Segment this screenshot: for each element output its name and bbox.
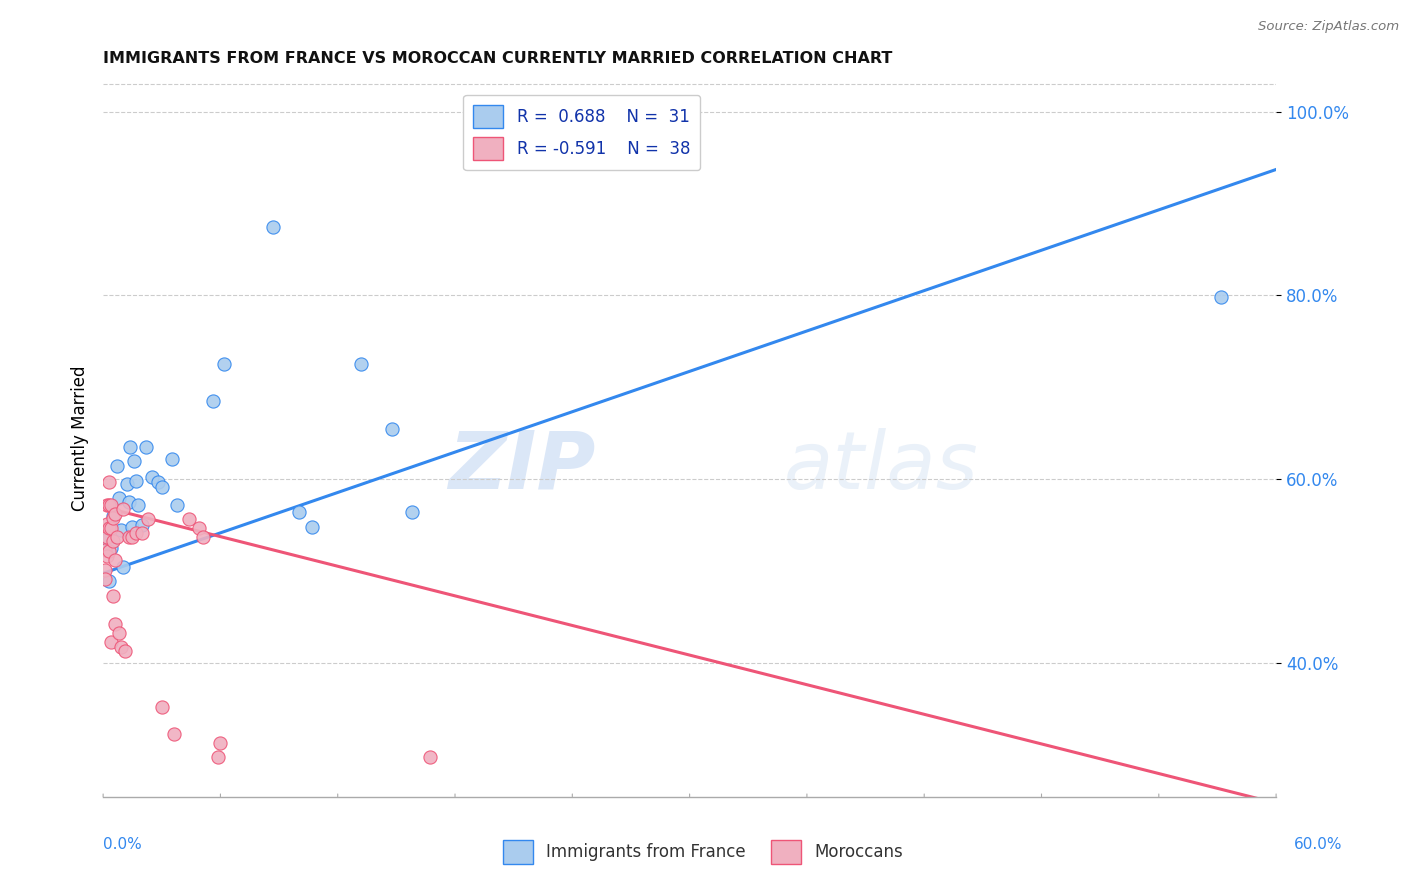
Text: IMMIGRANTS FROM FRANCE VS MOROCCAN CURRENTLY MARRIED CORRELATION CHART: IMMIGRANTS FROM FRANCE VS MOROCCAN CURRE… bbox=[103, 51, 893, 66]
Point bbox=[166, 498, 188, 512]
Point bbox=[100, 541, 122, 556]
Point bbox=[96, 532, 118, 546]
Point bbox=[98, 574, 121, 588]
Point bbox=[125, 475, 148, 489]
Text: 60.0%: 60.0% bbox=[1295, 837, 1343, 852]
Point bbox=[120, 440, 142, 454]
Point bbox=[111, 501, 134, 516]
Point bbox=[114, 644, 136, 658]
Point bbox=[401, 505, 423, 519]
Point bbox=[162, 727, 184, 741]
Point bbox=[94, 543, 117, 558]
Legend: R =  0.688    N =  31, R = -0.591    N =  38: R = 0.688 N = 31, R = -0.591 N = 38 bbox=[464, 95, 700, 170]
Point bbox=[107, 626, 129, 640]
Point bbox=[125, 525, 148, 540]
Point bbox=[127, 498, 149, 512]
Point bbox=[207, 750, 229, 764]
Point bbox=[160, 452, 183, 467]
Point bbox=[301, 520, 323, 534]
Point bbox=[150, 480, 173, 494]
Point bbox=[100, 498, 122, 512]
Point bbox=[381, 422, 404, 436]
Point bbox=[98, 475, 121, 490]
Point bbox=[287, 505, 309, 519]
Point bbox=[96, 530, 118, 544]
Point bbox=[101, 509, 124, 524]
Point bbox=[98, 521, 121, 535]
Text: ZIP: ZIP bbox=[449, 428, 596, 506]
Point bbox=[115, 477, 138, 491]
Text: 0.0%: 0.0% bbox=[103, 837, 142, 852]
Point bbox=[214, 358, 236, 372]
Point bbox=[262, 219, 284, 234]
Point bbox=[136, 512, 159, 526]
Point bbox=[101, 534, 124, 549]
Point bbox=[101, 589, 124, 603]
Point bbox=[201, 394, 224, 409]
Point bbox=[98, 498, 121, 512]
Point bbox=[101, 511, 124, 525]
Point bbox=[111, 559, 134, 574]
Point bbox=[419, 750, 441, 764]
Point bbox=[124, 454, 146, 468]
Point bbox=[117, 495, 139, 509]
Text: atlas: atlas bbox=[783, 428, 979, 506]
Legend: Immigrants from France, Moroccans: Immigrants from France, Moroccans bbox=[496, 833, 910, 871]
Point bbox=[117, 530, 139, 544]
Point bbox=[94, 572, 117, 586]
Point bbox=[105, 530, 128, 544]
Point bbox=[131, 525, 153, 540]
Text: Source: ZipAtlas.com: Source: ZipAtlas.com bbox=[1258, 20, 1399, 33]
Point bbox=[104, 553, 127, 567]
Point bbox=[98, 544, 121, 558]
Point bbox=[100, 521, 122, 535]
Point bbox=[96, 516, 118, 531]
Point bbox=[121, 530, 143, 544]
Point bbox=[141, 469, 163, 483]
Point bbox=[100, 635, 122, 649]
Point bbox=[131, 518, 153, 533]
Point bbox=[179, 512, 201, 526]
Point bbox=[146, 475, 169, 490]
Point bbox=[96, 549, 118, 563]
Point bbox=[110, 523, 132, 537]
Point bbox=[191, 530, 214, 544]
Point bbox=[105, 458, 128, 473]
Point bbox=[209, 736, 232, 750]
Point bbox=[187, 521, 209, 535]
Point bbox=[1211, 290, 1233, 304]
Point bbox=[107, 491, 129, 505]
Point bbox=[104, 616, 127, 631]
Point bbox=[110, 640, 132, 654]
Point bbox=[135, 440, 157, 454]
Point bbox=[121, 520, 143, 534]
Point bbox=[104, 508, 127, 522]
Y-axis label: Currently Married: Currently Married bbox=[72, 366, 89, 511]
Point bbox=[96, 498, 118, 512]
Point bbox=[150, 699, 173, 714]
Point bbox=[94, 563, 117, 577]
Point bbox=[350, 358, 373, 372]
